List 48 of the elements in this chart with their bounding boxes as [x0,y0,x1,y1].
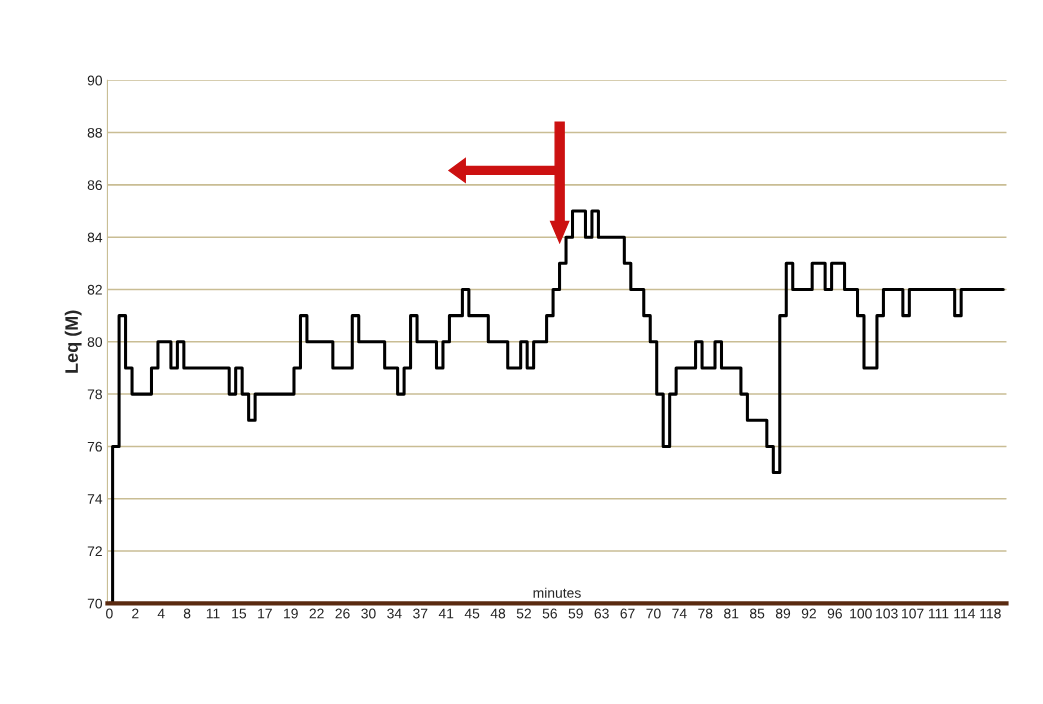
x-tick-label: 74 [672,608,687,619]
x-tick-label: 92 [801,608,816,619]
x-tick-label: 2 [132,608,139,619]
y-tick-label: 80 [87,337,103,347]
x-tick-label: 4 [157,608,165,619]
y-tick-label: 86 [87,180,102,191]
x-tick-label: 100 [850,608,872,619]
x-tick-label: 37 [413,608,428,619]
x-tick-label: 114 [954,608,976,619]
y-tick-label: 72 [87,546,102,557]
y-tick-label: 88 [87,127,102,138]
x-tick-label: 34 [387,608,402,619]
x-tick-label: 17 [258,608,272,619]
x-tick-label: 78 [698,608,713,619]
x-tick-label: 107 [902,608,924,619]
x-tick-label: 15 [232,608,247,619]
x-tick-label: 111 [928,608,949,619]
x-tick-label: 67 [620,608,635,619]
y-tick-label: 70 [87,598,103,609]
x-tick-label: 11 [206,608,220,619]
x-tick-label: 89 [775,608,791,619]
y-tick-label: 76 [87,441,102,452]
x-tick-label: 45 [464,608,480,619]
x-tick-label: 56 [542,608,557,619]
x-tick-label: 63 [594,608,609,619]
x-tick-label: 48 [490,608,506,619]
y-tick-label: 74 [87,494,103,504]
y-tick-label: 90 [87,75,103,86]
x-tick-label: 30 [361,608,376,619]
x-tick-label: 41 [438,608,454,619]
y-tick-label: 82 [87,284,102,295]
x-tick-label: 0 [106,608,113,619]
x-tick-label: 103 [876,608,898,619]
x-tick-label: 85 [749,608,765,619]
x-tick-label: 96 [827,608,842,619]
y-axis-title: Leq (M) [64,310,82,373]
x-tick-label: 52 [516,608,531,619]
x-tick-label: 22 [309,608,324,619]
x-tick-label: 26 [335,608,350,619]
y-tick-label: 84 [87,232,103,243]
x-tick-label: 19 [284,608,298,619]
x-tick-label: 70 [646,608,661,619]
x-tick-label: 118 [980,608,1001,619]
x-tick-label: 59 [568,608,583,619]
y-tick-label: 78 [87,389,102,400]
x-tick-label: 8 [183,608,191,619]
x-axis-title: minutes [533,587,581,598]
x-tick-label: 81 [724,608,739,619]
